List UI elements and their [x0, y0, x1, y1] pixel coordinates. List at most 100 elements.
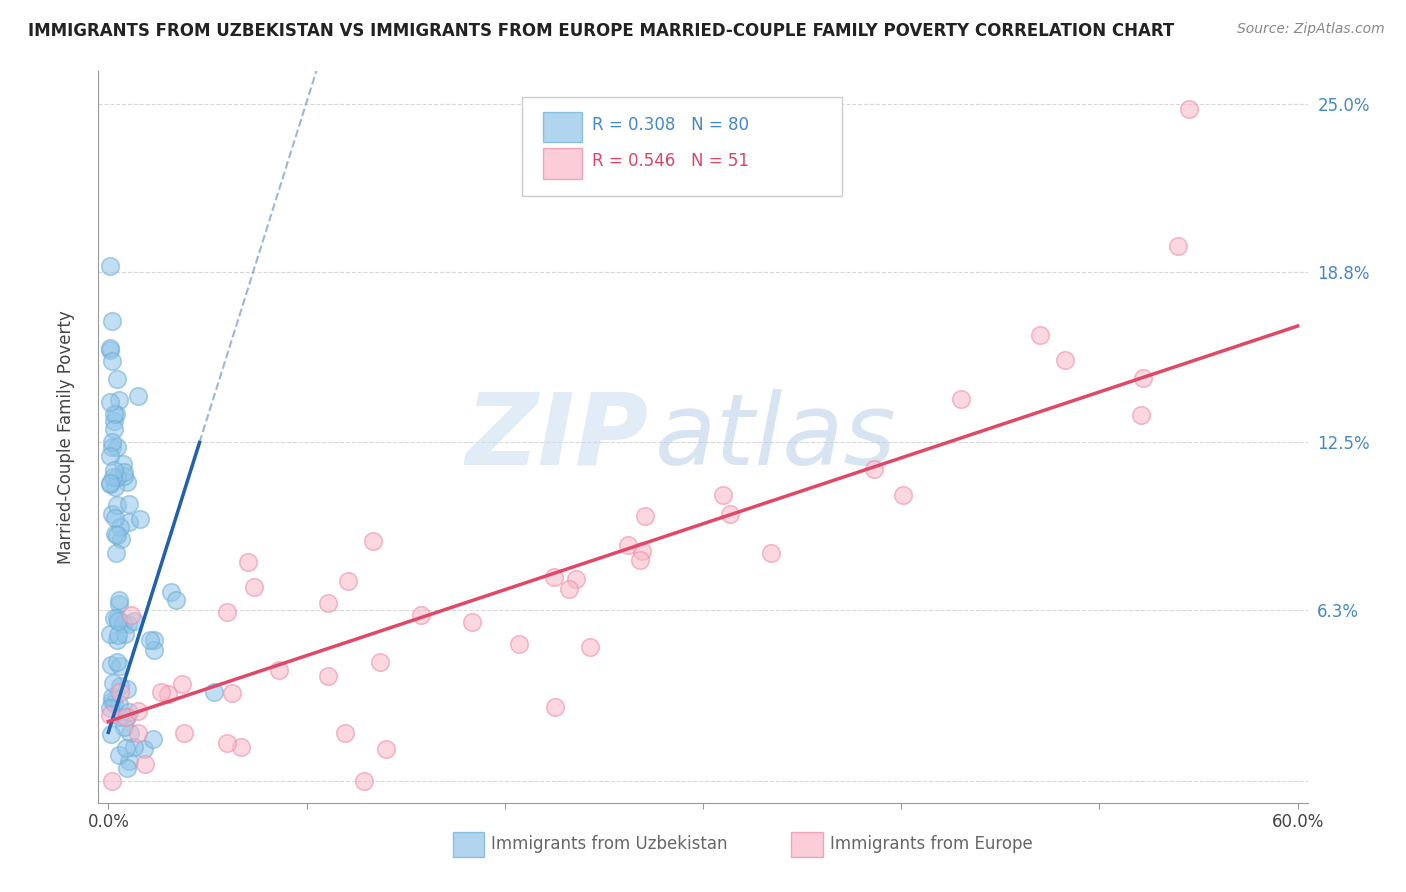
Point [98, 701, 121, 715]
Point [105, 528, 128, 542]
Point [120, 608, 142, 623]
Point [129, 511, 152, 525]
Point [711, 488, 734, 502]
Point [353, 774, 375, 789]
Point [118, 725, 141, 739]
Text: Immigrants from Europe: Immigrants from Europe [830, 835, 1033, 853]
Point [508, 637, 530, 651]
Point [112, 616, 135, 631]
Point [634, 509, 657, 524]
Point [107, 627, 129, 641]
Point [122, 614, 145, 628]
Point [718, 507, 741, 521]
Point [557, 582, 579, 597]
Point [316, 669, 339, 683]
Point [411, 608, 433, 623]
FancyBboxPatch shape [543, 112, 582, 143]
Point [98, 341, 121, 355]
Point [112, 468, 135, 483]
Point [112, 457, 135, 471]
Point [139, 633, 162, 648]
Point [631, 544, 654, 558]
Point [461, 615, 484, 630]
Point [98, 707, 121, 722]
Point [103, 462, 125, 476]
Point [117, 761, 139, 775]
Point [628, 553, 651, 567]
Point [118, 497, 141, 511]
Text: Source: ZipAtlas.com: Source: ZipAtlas.com [1237, 22, 1385, 37]
Point [118, 515, 141, 529]
Point [316, 595, 339, 609]
Point [105, 655, 128, 669]
Point [115, 740, 138, 755]
Point [1054, 353, 1077, 368]
Point [142, 732, 165, 747]
Point [103, 611, 125, 625]
Point [156, 687, 179, 701]
Point [143, 643, 166, 657]
Point [103, 422, 125, 436]
Point [543, 699, 565, 714]
Point [103, 414, 125, 428]
Point [565, 572, 588, 586]
Point [101, 470, 124, 484]
Point [863, 461, 886, 475]
Point [361, 533, 384, 548]
Point [617, 538, 640, 552]
Point [108, 685, 131, 699]
Point [110, 532, 132, 546]
Point [105, 372, 128, 386]
Point [117, 682, 139, 697]
Point [132, 742, 155, 756]
Point [98, 260, 121, 274]
Point [134, 757, 156, 772]
Point [215, 605, 238, 619]
Point [107, 498, 129, 512]
Point [1130, 408, 1153, 422]
Point [105, 546, 128, 560]
Point [108, 659, 131, 673]
Point [236, 555, 259, 569]
Point [173, 726, 195, 740]
Point [143, 632, 166, 647]
Point [112, 465, 135, 479]
Point [104, 479, 127, 493]
Point [1177, 103, 1199, 117]
Point [108, 593, 131, 607]
Point [1167, 238, 1189, 252]
Point [104, 526, 127, 541]
Point [107, 747, 129, 762]
FancyBboxPatch shape [453, 832, 484, 857]
Point [115, 475, 138, 489]
FancyBboxPatch shape [522, 97, 842, 195]
Point [101, 508, 124, 522]
Point [117, 616, 139, 631]
Point [105, 610, 128, 624]
FancyBboxPatch shape [792, 832, 823, 857]
Text: R = 0.308   N = 80: R = 0.308 N = 80 [592, 116, 749, 134]
Point [150, 685, 173, 699]
Point [105, 632, 128, 647]
Point [160, 585, 183, 599]
Point [374, 741, 396, 756]
Point [267, 663, 290, 677]
Text: ZIP: ZIP [465, 389, 648, 485]
Y-axis label: Married-Couple Family Poverty: Married-Couple Family Poverty [56, 310, 75, 564]
Point [242, 580, 264, 594]
Point [221, 685, 243, 699]
Point [114, 627, 136, 641]
Point [98, 626, 121, 640]
Point [1132, 371, 1154, 385]
Point [105, 407, 128, 421]
Point [336, 574, 359, 588]
Point [101, 774, 124, 789]
Point [100, 726, 122, 740]
Point [115, 710, 138, 724]
Point [124, 740, 146, 755]
Point [98, 477, 121, 491]
Point [101, 313, 124, 327]
Point [107, 697, 129, 711]
Point [118, 754, 141, 768]
Point [368, 655, 391, 669]
